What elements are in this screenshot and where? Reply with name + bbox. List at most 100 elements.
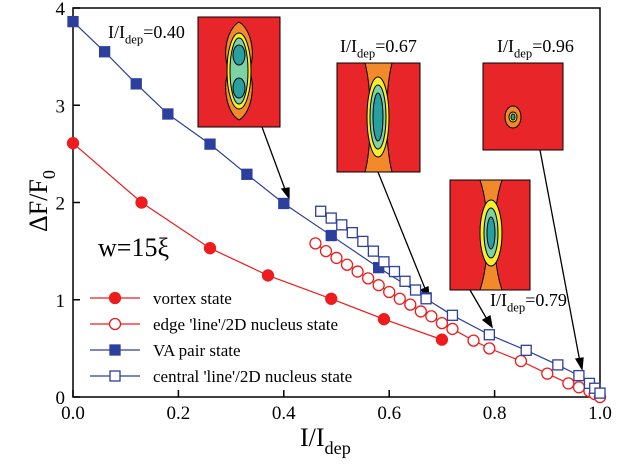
marker	[399, 275, 411, 287]
marker	[367, 245, 380, 257]
marker	[109, 344, 121, 356]
annotation: I/Idep=0.40	[108, 22, 185, 46]
y-tick-label: 3	[56, 96, 66, 117]
marker	[425, 310, 438, 323]
marker	[404, 298, 417, 311]
marker	[108, 291, 122, 305]
legend-label: edge 'line'/2D nucleus state	[153, 315, 338, 334]
x-axis-label-sub: dep	[325, 438, 351, 458]
y-tick-label: 4	[56, 0, 66, 20]
marker	[446, 309, 459, 321]
legend-label: central 'line'/2D nucleus state	[153, 367, 352, 386]
marker	[325, 229, 337, 242]
marker	[572, 381, 586, 394]
marker	[278, 197, 290, 210]
marker	[351, 265, 364, 278]
marker	[514, 354, 528, 368]
marker	[135, 196, 148, 209]
width-label: w=15ξ	[98, 233, 169, 262]
marker	[309, 237, 322, 250]
annotation: I/Idep=0.96	[497, 36, 574, 60]
marker	[66, 137, 80, 150]
marker	[552, 359, 564, 371]
annotation-main: I/I	[490, 290, 507, 310]
y-tick-label: 2	[56, 194, 66, 215]
marker	[98, 46, 111, 58]
y-tick-label: 1	[56, 291, 66, 312]
marker	[357, 235, 369, 248]
marker	[573, 369, 585, 382]
marker	[435, 316, 449, 330]
marker	[203, 242, 217, 255]
y-tick-label: 0	[56, 388, 66, 409]
marker	[377, 313, 391, 326]
marker	[67, 15, 79, 28]
marker	[409, 284, 422, 296]
x-tick-label: 0.4	[272, 403, 296, 424]
annotation-sub: dep	[125, 32, 143, 46]
marker	[378, 256, 390, 268]
marker	[319, 244, 333, 258]
marker	[261, 269, 275, 282]
annotation-main: I/I	[497, 36, 514, 56]
marker	[562, 377, 575, 390]
marker	[109, 370, 121, 382]
marker	[325, 292, 338, 305]
y-axis-label-main: ΔF/F	[24, 179, 53, 232]
marker	[541, 367, 554, 380]
y-axis-label: ΔF/F0	[24, 170, 59, 232]
marker	[361, 272, 375, 285]
x-axis-label-main: I/I	[300, 423, 325, 452]
annotation-rest: =0.67	[375, 36, 417, 56]
inset-079	[449, 179, 531, 291]
annotation-sub: dep	[357, 46, 375, 60]
marker	[130, 78, 142, 90]
marker	[435, 333, 449, 346]
marker	[414, 305, 427, 318]
annotation: I/Idep=0.67	[340, 36, 417, 60]
x-tick-label: 0.2	[167, 403, 191, 424]
marker	[315, 205, 327, 217]
marker	[340, 258, 354, 271]
x-tick-label: 0.8	[483, 403, 507, 424]
x-tick-label: 0.0	[61, 403, 85, 424]
annotation-rest: =0.79	[525, 290, 567, 310]
annotation-rest: =0.40	[143, 22, 185, 42]
marker	[446, 322, 459, 336]
annotation-sub: dep	[507, 300, 525, 314]
annotation-main: I/I	[108, 22, 125, 42]
marker	[594, 387, 606, 399]
marker	[336, 219, 348, 231]
marker	[330, 251, 343, 265]
marker	[520, 344, 532, 356]
marker	[383, 285, 396, 299]
marker	[325, 212, 337, 224]
annotation-sub: dep	[514, 46, 532, 60]
annotation: I/Idep=0.79	[490, 290, 567, 314]
legend-label: vortex state	[153, 289, 232, 308]
marker	[483, 342, 496, 355]
inset-067	[336, 62, 421, 173]
annotation-main: I/I	[340, 36, 357, 56]
x-axis-label: I/Idep	[300, 423, 351, 458]
arrows	[261, 126, 584, 372]
legend: vortex state edge 'line'/2D nucleus state…	[90, 289, 352, 386]
marker	[393, 292, 406, 305]
marker	[372, 279, 385, 292]
marker	[162, 108, 174, 120]
marker	[204, 138, 216, 150]
series-line	[72, 21, 427, 299]
marker	[483, 329, 495, 341]
marker	[388, 265, 401, 278]
marker	[467, 334, 480, 347]
x-tick-label: 1.0	[588, 403, 612, 424]
insets	[197, 16, 584, 372]
y-axis-label-sub: 0	[39, 170, 59, 179]
marker	[420, 293, 432, 305]
inset-096	[482, 62, 564, 151]
marker	[241, 168, 253, 180]
legend-label: VA pair state	[153, 341, 241, 360]
x-tick-label: 0.6	[377, 403, 401, 424]
inset-040	[197, 16, 281, 128]
